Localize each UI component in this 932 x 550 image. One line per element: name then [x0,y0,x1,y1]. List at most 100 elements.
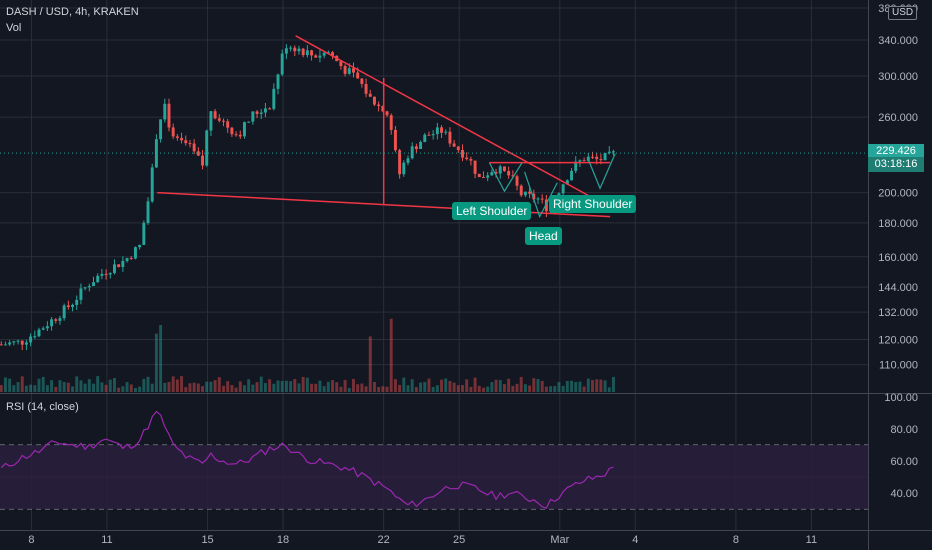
candle-body[interactable] [113,264,116,274]
candle-body[interactable] [251,111,255,122]
candle-body[interactable] [595,156,599,160]
candle-body[interactable] [502,166,506,172]
candle-body[interactable] [523,191,527,196]
rsi-pane[interactable] [0,410,614,509]
candle-body[interactable] [410,146,414,159]
candle-body[interactable] [490,172,494,176]
candle-body[interactable] [519,185,523,196]
candle-body[interactable] [368,93,372,97]
pattern-outline[interactable] [524,171,558,219]
candle-body[interactable] [20,340,24,345]
candle-body[interactable] [515,176,519,186]
candle-body[interactable] [398,150,402,175]
candle-body[interactable] [280,53,284,75]
candle-body[interactable] [184,140,188,144]
candle-body[interactable] [461,149,464,158]
candle-body[interactable] [234,134,238,136]
candle-body[interactable] [565,180,569,185]
candle-body[interactable] [125,258,129,261]
candle-body[interactable] [150,167,154,202]
candle-body[interactable] [230,127,234,135]
candle-body[interactable] [456,146,460,150]
candle-body[interactable] [12,341,16,343]
candle-body[interactable] [58,318,62,321]
candle-body[interactable] [448,131,452,144]
candle-body[interactable] [29,336,33,343]
candle-body[interactable] [570,170,574,181]
candle-body[interactable] [612,151,615,153]
candle-body[interactable] [561,184,565,194]
candle-body[interactable] [599,159,603,161]
candle-body[interactable] [66,305,70,308]
candle-body[interactable] [129,258,133,260]
candle-body[interactable] [213,111,217,119]
candle-body[interactable] [360,78,364,84]
trendlines[interactable] [0,35,868,219]
candle-body[interactable] [582,160,586,162]
candle-body[interactable] [536,198,540,200]
candle-body[interactable] [37,329,41,337]
candle-body[interactable] [305,50,309,56]
trendline[interactable] [295,35,611,209]
candle-body[interactable] [41,328,45,330]
candle-body[interactable] [314,55,318,58]
candle-body[interactable] [45,326,49,329]
candle-body[interactable] [54,319,58,321]
candle-body[interactable] [289,47,293,49]
candle-body[interactable] [603,152,607,161]
candle-body[interactable] [331,52,334,56]
candle-body[interactable] [24,342,28,345]
candle-body[interactable] [8,342,12,345]
candle-body[interactable] [494,172,498,174]
candle-body[interactable] [486,175,490,178]
candle-body[interactable] [226,121,230,128]
candle-body[interactable] [205,130,209,166]
candle-body[interactable] [352,68,355,73]
candle-body[interactable] [188,143,192,145]
candle-body[interactable] [339,61,343,67]
candle-body[interactable] [268,108,272,110]
candle-body[interactable] [238,134,242,137]
right-shoulder-label[interactable]: Right Shoulder [549,195,637,213]
rsi-line[interactable] [0,410,614,509]
candle-body[interactable] [171,127,175,137]
candle-body[interactable] [87,286,91,288]
candle-body[interactable] [75,299,79,305]
candle-body[interactable] [163,103,167,120]
candle-body[interactable] [62,305,66,319]
candle-body[interactable] [310,50,314,56]
candle-body[interactable] [142,222,146,245]
pattern-outline[interactable] [586,153,616,190]
candle-body[interactable] [175,136,179,138]
candle-body[interactable] [272,88,276,109]
candle-body[interactable] [92,282,95,287]
candle-body[interactable] [540,198,544,200]
candle-body[interactable] [83,287,87,289]
candle-body[interactable] [104,273,108,275]
candle-body[interactable] [0,344,3,346]
candle-body[interactable] [377,104,381,106]
candle-body[interactable] [276,74,280,89]
candle-body[interactable] [532,193,536,200]
candle-body[interactable] [452,143,456,147]
candle-body[interactable] [423,134,427,143]
candle-body[interactable] [222,120,225,122]
candle-body[interactable] [347,68,351,74]
candle-body[interactable] [591,156,594,158]
candle-body[interactable] [402,162,406,175]
candle-body[interactable] [3,344,7,346]
candle-body[interactable] [33,336,37,338]
candle-body[interactable] [364,83,368,94]
candle-body[interactable] [50,319,54,327]
candle-body[interactable] [16,340,20,342]
candle-body[interactable] [343,66,347,74]
candle-body[interactable] [393,129,397,151]
candle-body[interactable] [574,161,578,171]
candle-body[interactable] [121,260,125,267]
candle-body[interactable] [528,191,532,194]
candle-body[interactable] [79,288,83,300]
candle-body[interactable] [444,131,448,133]
candle-body[interactable] [406,158,410,163]
candle-body[interactable] [192,143,196,152]
